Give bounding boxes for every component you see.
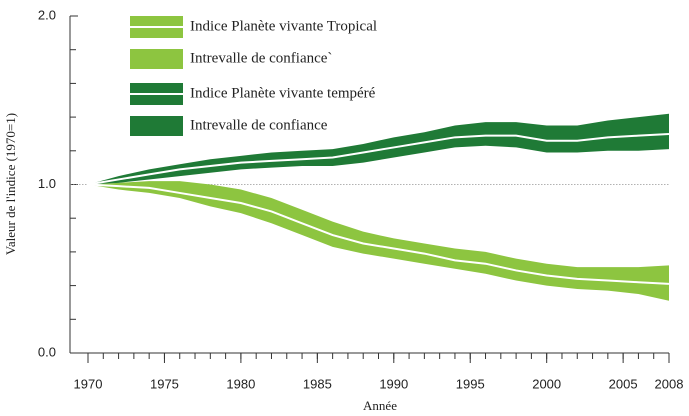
legend-swatch	[130, 116, 183, 136]
legend-swatch	[130, 49, 183, 69]
x-axis-label: Année	[363, 398, 397, 413]
index-line	[87, 183, 670, 285]
x-tick-label: 2000	[532, 376, 561, 391]
x-tick-label: 2005	[609, 376, 638, 391]
x-tick-label: 1970	[74, 376, 103, 391]
x-tick-label: 1985	[303, 376, 332, 391]
y-tick-label: 1.0	[38, 176, 56, 191]
confidence-band	[88, 181, 669, 301]
x-tick-label: 1995	[456, 376, 485, 391]
x-tick-label: 1980	[226, 376, 255, 391]
legend-label: Intrevalle de confiance`	[190, 50, 332, 66]
x-tick-label: 2008	[655, 376, 684, 391]
x-tick-label: 1990	[379, 376, 408, 391]
y-axis-label: Valeur de l'indice (1970=1)	[3, 113, 18, 255]
y-tick-label: 2.0	[38, 7, 56, 22]
x-tick-label: 1975	[150, 376, 179, 391]
legend-label: Indice Planète vivante tempéré	[190, 85, 376, 101]
y-tick-label: 0.0	[38, 344, 56, 359]
legend-label: Intrevalle de confiance	[190, 117, 328, 133]
legend-label: Indice Planète vivante Tropical	[190, 18, 377, 34]
index-line	[87, 132, 670, 186]
